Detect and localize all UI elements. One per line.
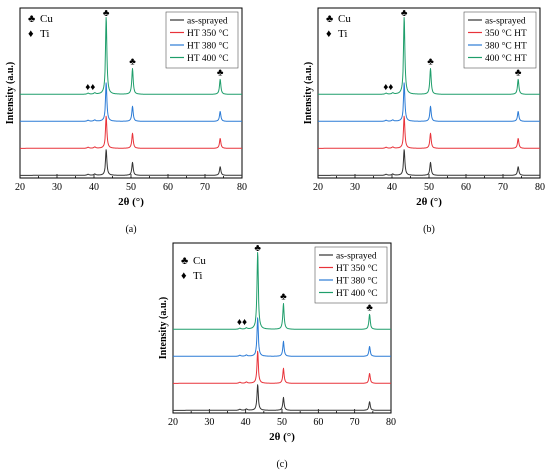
peak-marker: ♣: [427, 56, 434, 67]
chart-panel-2: 20 30 40 50 60 70 80 2θ (°) Intensity (a.u.) ♣ ♣ ♣ ♦…: [303, 7, 545, 235]
series-line-2: [19, 115, 243, 149]
phase-symbol: ♦: [28, 28, 34, 40]
x-tick-label: 20: [313, 182, 323, 193]
phase-label: Cu: [40, 13, 53, 25]
peak-marker: ♣: [401, 8, 408, 19]
x-tick-label: 50: [126, 182, 136, 193]
peak-marker: ♣: [366, 302, 373, 313]
legend-entry: HT 350 °C: [187, 28, 229, 39]
phase-label: Cu: [193, 255, 206, 267]
x-axis-label: 2θ (°): [118, 196, 144, 208]
legend-entry: HT 400 °C: [336, 288, 378, 299]
x-tick-label: 60: [313, 417, 323, 428]
x-axis-label: 2θ (°): [416, 196, 442, 208]
x-tick-label: 30: [350, 182, 360, 193]
x-tick-label: 30: [52, 182, 62, 193]
phase-symbol: ♦: [181, 270, 187, 282]
phase-label: Ti: [338, 28, 347, 40]
legend-box: [165, 11, 239, 69]
series-line-3: [19, 82, 243, 122]
chart-panel-1: 20 30 40 50 60 70 80 2θ (°) Intensity (a.u.) ♣ ♣ ♣ ♦…: [5, 7, 247, 235]
series-line-3: [317, 82, 541, 122]
chart-panel-3: 20 30 40 50 60 70 80 2θ (°) Intensity (a.u.) ♣ ♣ ♣ ♦…: [158, 242, 396, 470]
y-axis-label: Intensity (a.u.): [5, 62, 16, 125]
legend-box: [314, 246, 388, 304]
panel-label: (a): [125, 224, 136, 235]
x-tick-label: 60: [163, 182, 173, 193]
legend-entry: HT 380 °C: [187, 41, 229, 52]
legend-entry: as-sprayed: [336, 252, 377, 262]
legend-entry: HT 350 °C: [336, 263, 378, 274]
phase-label: Ti: [193, 270, 202, 282]
series-line-2: [317, 115, 541, 149]
phase-symbol: ♣: [28, 13, 35, 25]
peak-marker: ♦♦: [383, 82, 393, 93]
x-tick-label: 50: [277, 417, 287, 428]
x-tick-label: 50: [424, 182, 434, 193]
series-line-4: [172, 252, 392, 330]
phase-symbol: ♣: [181, 255, 188, 267]
peak-marker: ♦♦: [237, 317, 247, 328]
legend-entry: 400 °C HT: [485, 53, 527, 64]
series-line-4: [19, 17, 243, 95]
x-tick-label: 40: [241, 417, 251, 428]
phase-label: Cu: [338, 13, 351, 25]
phase-symbol: ♦: [326, 28, 332, 40]
panel-label: (c): [276, 459, 287, 470]
legend-entry: 350 °C HT: [485, 28, 527, 39]
peak-marker: ♣: [515, 67, 522, 78]
legend-entry: 380 °C HT: [485, 41, 527, 52]
series-line-3: [172, 317, 392, 357]
peak-marker: ♦♦: [85, 82, 95, 93]
x-tick-label: 30: [204, 417, 214, 428]
y-axis-label: Intensity (a.u.): [158, 297, 169, 360]
x-tick-label: 20: [15, 182, 25, 193]
phase-label: Ti: [40, 28, 49, 40]
legend-entry: HT 400 °C: [187, 53, 229, 64]
x-tick-label: 70: [498, 182, 508, 193]
peak-marker: ♣: [103, 8, 110, 19]
legend-entry: HT 380 °C: [336, 276, 378, 287]
x-axis-label: 2θ (°): [269, 431, 295, 443]
series-line-2: [172, 350, 392, 384]
x-tick-label: 40: [89, 182, 99, 193]
legend-entry: as-sprayed: [485, 17, 526, 27]
peak-marker: ♣: [280, 291, 287, 302]
peak-marker: ♣: [217, 67, 224, 78]
y-axis-label: Intensity (a.u.): [303, 62, 314, 125]
x-tick-label: 80: [386, 417, 396, 428]
series-line-1: [172, 384, 392, 411]
peak-marker: ♣: [254, 243, 261, 254]
series-line-4: [317, 17, 541, 95]
phase-symbol: ♣: [326, 13, 333, 25]
series-line-1: [317, 149, 541, 176]
x-tick-label: 80: [535, 182, 545, 193]
peak-marker: ♣: [129, 56, 136, 67]
x-tick-label: 80: [237, 182, 247, 193]
x-tick-label: 40: [387, 182, 397, 193]
x-tick-label: 20: [168, 417, 178, 428]
x-tick-label: 70: [200, 182, 210, 193]
series-line-1: [19, 149, 243, 176]
x-tick-label: 60: [461, 182, 471, 193]
panel-label: (b): [423, 224, 435, 235]
legend-box: [463, 11, 537, 69]
x-tick-label: 70: [350, 417, 360, 428]
legend-entry: as-sprayed: [187, 17, 228, 27]
